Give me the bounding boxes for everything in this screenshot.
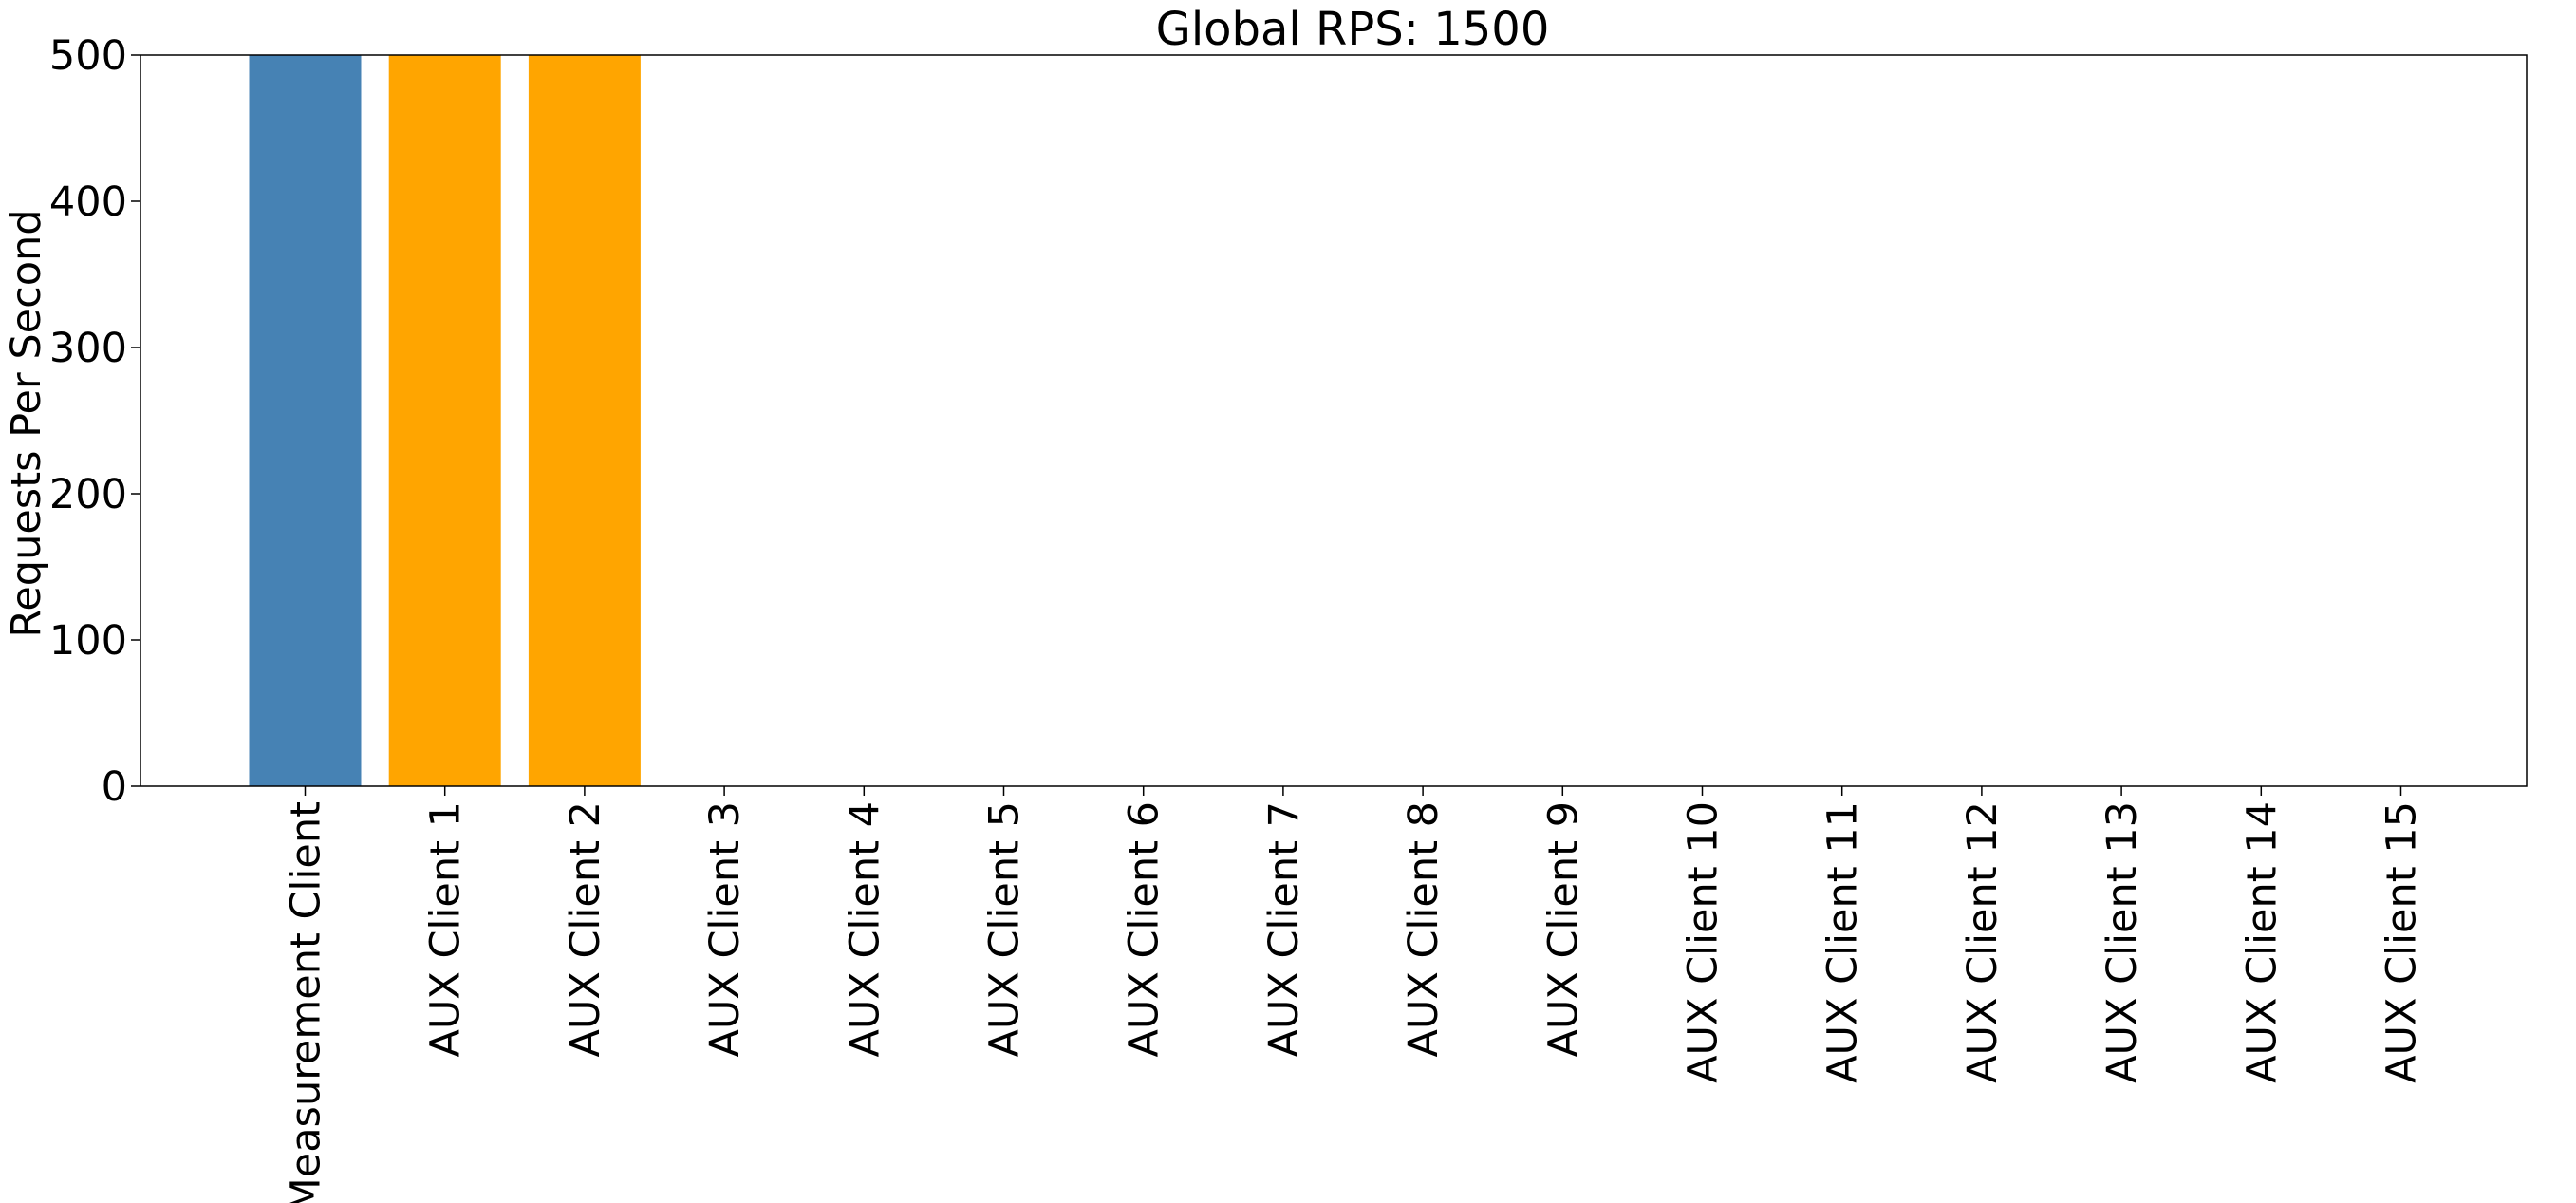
bar-2 xyxy=(388,55,501,786)
y-tick-label: 200 xyxy=(49,471,127,518)
x-tick-label: AUX Client 5 xyxy=(981,801,1029,1058)
x-tick-label: AUX Client 14 xyxy=(2238,801,2286,1083)
x-tick-label: AUX Client 4 xyxy=(841,801,888,1058)
chart-title: Global RPS: 1500 xyxy=(1156,3,1550,56)
bar-1 xyxy=(249,55,362,786)
x-axis: Measurement Client AUX Client 1 AUX Client… xyxy=(283,786,2426,1203)
y-tick-label: 400 xyxy=(49,179,127,226)
bar-3 xyxy=(528,55,641,786)
x-tick-label: AUX Client 10 xyxy=(1680,801,1727,1083)
x-tick-label: AUX Client 2 xyxy=(562,801,609,1058)
x-tick-label: AUX Client 8 xyxy=(1400,801,1447,1058)
plot-frame xyxy=(140,54,2528,787)
y-tick-label: 500 xyxy=(49,32,127,80)
x-tick-label: AUX Client 7 xyxy=(1260,801,1308,1058)
x-tick-label: AUX Client 6 xyxy=(1121,801,1168,1058)
y-axis: 0 100 200 300 400 500 xyxy=(49,32,140,811)
bars-group xyxy=(249,55,641,786)
x-tick-label: AUX Client 15 xyxy=(2379,801,2426,1083)
x-tick-label: AUX Client 12 xyxy=(1959,801,2007,1083)
x-tick-label: AUX Client 13 xyxy=(2099,801,2146,1083)
y-tick-label: 0 xyxy=(102,763,127,811)
x-tick-label: AUX Client 1 xyxy=(422,801,470,1058)
x-tick-label: Measurement Client xyxy=(283,801,330,1203)
y-axis-label: Requests Per Second xyxy=(3,209,50,637)
y-tick-label: 300 xyxy=(49,325,127,372)
x-tick-label: AUX Client 9 xyxy=(1540,801,1587,1058)
y-tick-label: 100 xyxy=(49,617,127,665)
x-tick-label: AUX Client 3 xyxy=(701,801,749,1058)
x-tick-label: AUX Client 11 xyxy=(1820,801,1867,1083)
